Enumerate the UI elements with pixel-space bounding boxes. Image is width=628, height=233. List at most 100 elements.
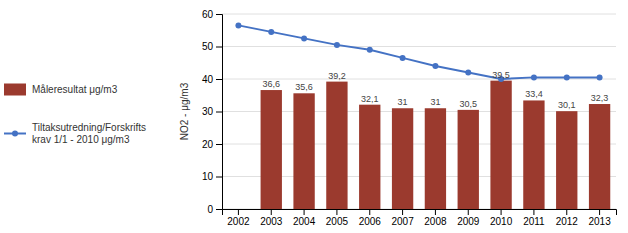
tick: 20 — [202, 139, 222, 150]
tick-mark — [533, 209, 534, 215]
legend-marker — [12, 131, 18, 137]
legend-item: Tiltaksutredning/Forskriftskrav 1/1 - 20… — [4, 122, 146, 145]
data-label: 39,5 — [492, 70, 510, 80]
tick-mark — [271, 209, 272, 215]
tick-label: 2005 — [326, 216, 349, 227]
tick: 2004 — [293, 209, 316, 227]
point — [531, 74, 537, 80]
tick-label: 40 — [202, 74, 214, 85]
y-axis: 0 10 20 30 40 50 60 — [202, 9, 223, 215]
tick-mark — [216, 47, 222, 48]
tick-label: 30 — [202, 106, 214, 117]
tick-label: 2013 — [588, 216, 611, 227]
data-label: 32,3 — [591, 93, 609, 103]
data-label: 35,6 — [295, 82, 313, 92]
tick-mark — [599, 209, 600, 215]
tick-mark — [216, 209, 222, 210]
chart-svg: 36,635,639,232,1313130,539,533,430,132,3… — [0, 0, 628, 233]
point — [235, 22, 241, 28]
bar — [458, 110, 479, 209]
tick: 40 — [202, 74, 222, 85]
point — [400, 55, 406, 61]
axis-line — [216, 15, 223, 210]
legend: Måleresultat μg/m3 Tiltaksutredning/Forsk… — [4, 84, 146, 146]
axis-line — [223, 210, 617, 216]
tick-mark — [216, 144, 222, 145]
x-axis: 2002200320042005200620072008200920102011… — [223, 209, 617, 227]
tick-label: 50 — [202, 41, 214, 52]
tick-label: 2010 — [490, 216, 513, 227]
bar — [392, 108, 413, 209]
point — [432, 63, 438, 69]
tick-mark — [369, 209, 370, 215]
tick-label: 2006 — [359, 216, 382, 227]
data-label: 33,4 — [525, 89, 543, 99]
bar-series — [261, 81, 611, 209]
tick: 0 — [207, 204, 222, 215]
tick: 2012 — [556, 209, 579, 227]
tick: 10 — [202, 171, 222, 182]
bar — [556, 111, 577, 209]
data-label: 31 — [398, 97, 408, 107]
tick-mark — [216, 112, 222, 113]
bar — [326, 82, 347, 209]
legend-swatch — [4, 84, 26, 96]
tick-label: 2009 — [457, 216, 480, 227]
grid-line — [222, 46, 616, 47]
tick: 2002 — [227, 209, 250, 227]
data-label: 31 — [430, 97, 440, 107]
tick-label: 0 — [207, 204, 213, 215]
tick-mark — [216, 14, 222, 15]
tick-mark — [566, 209, 567, 215]
tick-mark — [435, 209, 436, 215]
tick-mark — [501, 209, 502, 215]
tick: 2013 — [588, 209, 611, 227]
tick: 2003 — [260, 209, 283, 227]
tick-label: 2003 — [260, 216, 283, 227]
point — [334, 42, 340, 48]
bar — [293, 93, 314, 209]
tick-mark — [336, 209, 337, 215]
line — [238, 25, 599, 79]
data-label: 32,1 — [361, 94, 379, 104]
legend-label: Måleresultat μg/m3 — [32, 84, 118, 95]
data-labels: 36,635,639,232,1313130,539,533,430,132,3 — [262, 70, 608, 111]
tick-mark — [304, 209, 305, 215]
tick: 2007 — [391, 209, 414, 227]
y-axis-title: NO2 - μg/m3 — [179, 82, 190, 140]
tick-label: 2007 — [391, 216, 414, 227]
tick-label: 20 — [202, 139, 214, 150]
tick-label: 2004 — [293, 216, 316, 227]
point — [268, 29, 274, 35]
tick: 2010 — [490, 209, 513, 227]
tick-mark — [402, 209, 403, 215]
tick: 50 — [202, 41, 222, 52]
tick-mark — [216, 177, 222, 178]
tick-label: 2008 — [424, 216, 447, 227]
tick-mark — [216, 79, 222, 80]
grid — [222, 14, 616, 209]
tick-label: 2002 — [227, 216, 250, 227]
tick: 2006 — [359, 209, 382, 227]
tick: 2009 — [457, 209, 480, 227]
bar — [589, 104, 610, 209]
tick: 2005 — [326, 209, 349, 227]
tick-label: 60 — [202, 9, 214, 20]
point — [367, 47, 373, 53]
bar — [261, 90, 282, 209]
data-label: 30,5 — [459, 99, 477, 109]
point — [564, 74, 570, 80]
data-label: 30,1 — [558, 100, 576, 110]
tick-label: 10 — [202, 171, 214, 182]
bar — [523, 100, 544, 209]
tick: 30 — [202, 106, 222, 117]
tick-mark — [238, 209, 239, 215]
grid-line — [222, 14, 616, 15]
data-label: 39,2 — [328, 71, 346, 81]
grid-line — [222, 79, 616, 80]
tick-label: 2012 — [556, 216, 579, 227]
bar — [359, 105, 380, 209]
line-series — [235, 22, 602, 82]
legend-label: Tiltaksutredning/Forskriftskrav 1/1 - 20… — [32, 122, 146, 145]
legend-item: Måleresultat μg/m3 — [4, 84, 118, 96]
